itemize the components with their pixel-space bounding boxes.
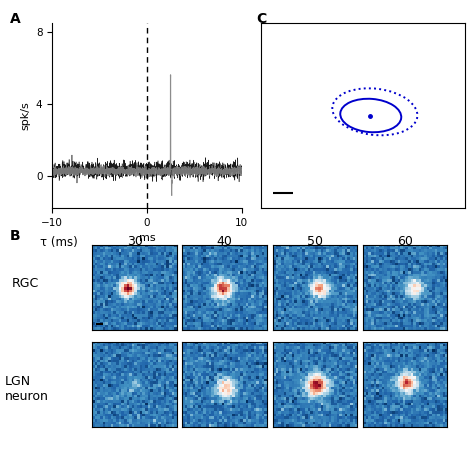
Y-axis label: spk/s: spk/s: [20, 101, 30, 130]
Text: A: A: [9, 12, 20, 25]
Text: LGN
neuron: LGN neuron: [5, 375, 49, 403]
Text: τ (ms): τ (ms): [40, 236, 78, 249]
Text: RGC: RGC: [12, 277, 39, 290]
Text: 60: 60: [397, 235, 413, 248]
X-axis label: ms: ms: [138, 233, 155, 243]
Text: 40: 40: [217, 235, 233, 248]
Text: 50: 50: [307, 235, 323, 248]
Text: 30: 30: [127, 235, 143, 248]
Text: B: B: [9, 229, 20, 243]
Text: C: C: [256, 12, 266, 25]
